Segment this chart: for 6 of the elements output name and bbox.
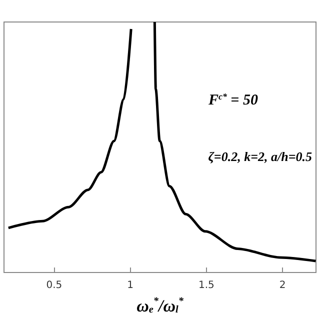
annotation: ζ=0.2, k=2, a/h=0.5 bbox=[208, 149, 312, 164]
x-tick-label: 1 bbox=[127, 280, 134, 291]
x-tick-label: 0.5 bbox=[46, 280, 62, 291]
x-tick-label: 1.5 bbox=[198, 280, 214, 291]
x-axis-title: ωe*/ωl* bbox=[136, 296, 184, 316]
x-tick-label: 2 bbox=[279, 280, 286, 291]
